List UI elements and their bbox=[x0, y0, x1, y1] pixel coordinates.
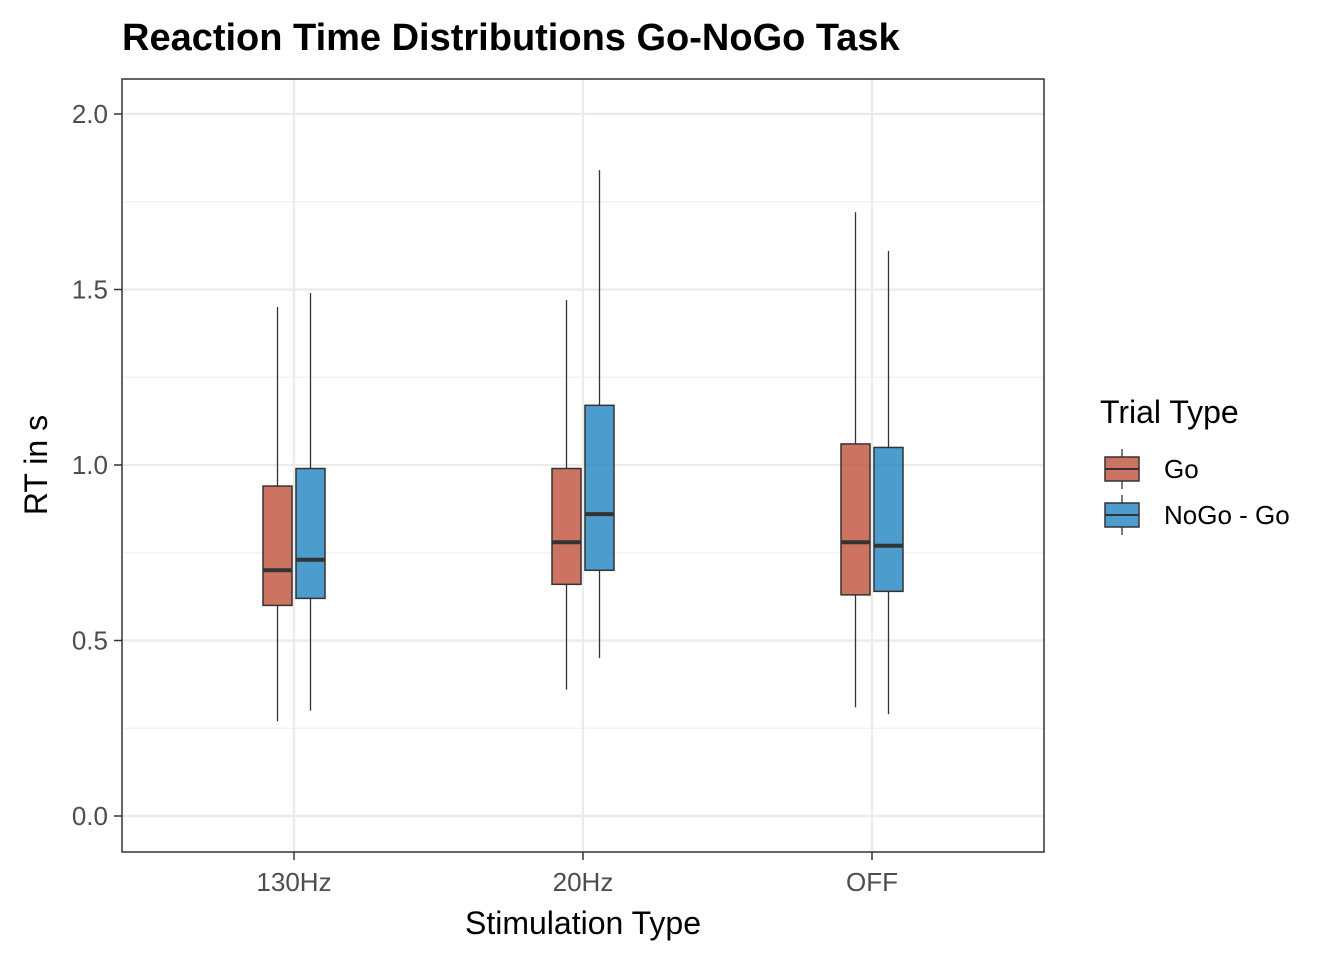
box-iqr bbox=[551, 467, 582, 586]
y-tick-label: 2.0 bbox=[72, 99, 108, 129]
y-axis: 0.0 0.5 1.0 1.5 2.0 bbox=[72, 99, 122, 831]
legend-label: Go bbox=[1164, 454, 1199, 484]
box-iqr bbox=[262, 485, 293, 607]
box-iqr bbox=[295, 467, 326, 600]
chart-title: Reaction Time Distributions Go-NoGo Task bbox=[122, 17, 901, 59]
legend: Trial Type Go NoGo - Go bbox=[1100, 394, 1290, 535]
x-tick-label: 130Hz bbox=[256, 867, 331, 897]
box-nogo-go-130hz bbox=[295, 293, 326, 711]
y-tick-label: 0.0 bbox=[72, 801, 108, 831]
y-tick-label: 1.5 bbox=[72, 275, 108, 305]
legend-label: NoGo - Go bbox=[1164, 500, 1290, 530]
y-tick-label: 0.5 bbox=[72, 626, 108, 656]
x-axis-title: Stimulation Type bbox=[465, 905, 701, 941]
y-axis-title: RT in s bbox=[18, 415, 54, 515]
box-layer bbox=[262, 170, 904, 722]
box-iqr bbox=[873, 446, 904, 593]
x-tick-label: 20Hz bbox=[553, 867, 614, 897]
box-iqr bbox=[840, 443, 871, 596]
legend-title: Trial Type bbox=[1100, 394, 1239, 430]
y-tick-label: 1.0 bbox=[72, 450, 108, 480]
box-nogo-go-off bbox=[873, 250, 904, 715]
x-tick-label: OFF bbox=[846, 867, 898, 897]
box-go-off bbox=[840, 212, 871, 708]
box-go-130hz bbox=[262, 307, 293, 722]
box-iqr bbox=[584, 404, 615, 572]
box-go-20hz bbox=[551, 300, 582, 690]
x-axis: 130Hz 20Hz OFF bbox=[256, 852, 898, 897]
box-nogo-go-20hz bbox=[584, 170, 615, 659]
